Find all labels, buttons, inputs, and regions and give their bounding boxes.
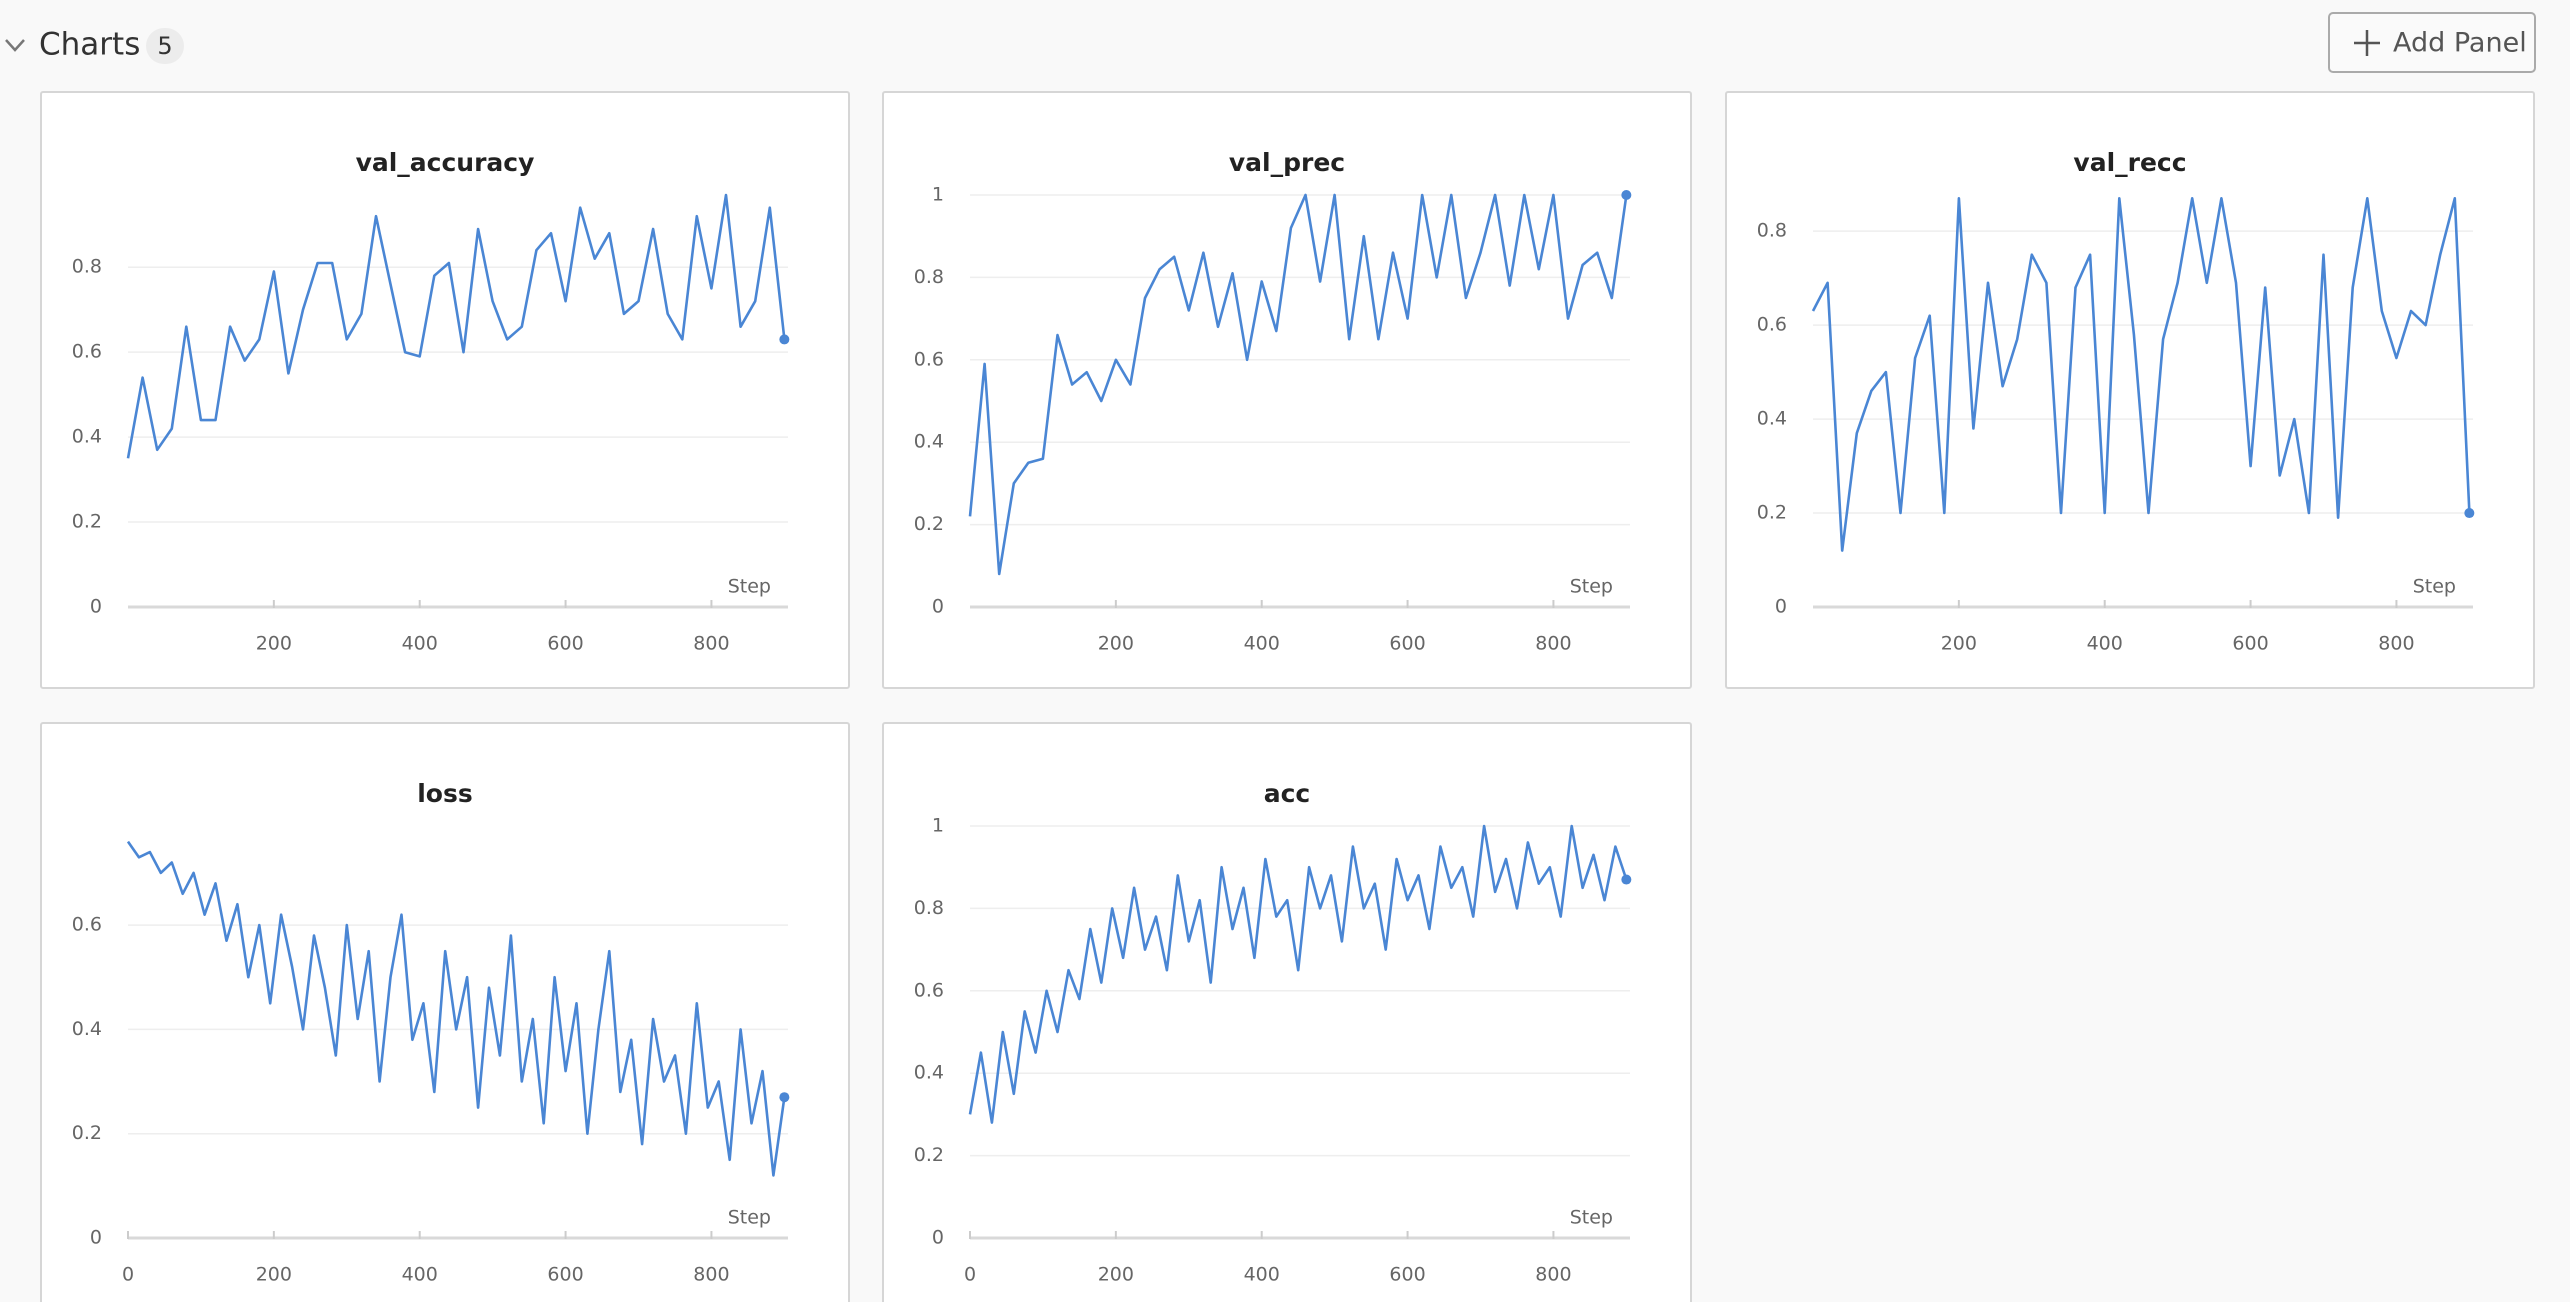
collapse-chevron[interactable] <box>5 39 25 52</box>
chart-title: loss <box>417 779 473 808</box>
button-label[interactable]: Add Panel <box>2393 28 2527 59</box>
chart-title: val_prec <box>1229 148 1345 177</box>
x-tick-label: 800 <box>1535 1264 1571 1286</box>
y-tick-label: 0.8 <box>914 897 944 919</box>
y-tick-label: 0 <box>90 596 102 618</box>
data-line <box>968 193 1628 576</box>
chart-panel: val_accuracy 0 0.2 0.4 0.6 0.8 200 400 600 800 Ste… <box>40 91 850 689</box>
y-tick-label: 1 <box>932 184 944 206</box>
data-line <box>968 824 1628 1124</box>
y-tick-label: 0.8 <box>914 266 944 288</box>
chart-panel: loss 0 0.2 0.4 0.6 0 200 400 600 800 Step <box>40 722 850 1302</box>
last-point <box>1621 874 1632 885</box>
chart-title: acc <box>1264 779 1311 808</box>
x-tick-label: 0 <box>964 1264 976 1286</box>
x-tick-label: 200 <box>1941 633 1977 655</box>
x-tick-label: 600 <box>547 1264 583 1286</box>
y-tick-label: 0.6 <box>1757 314 1787 336</box>
last-point <box>779 334 790 345</box>
data-line <box>1811 197 2471 552</box>
y-tick-label: 0.2 <box>72 511 102 533</box>
y-tick-label: 0.2 <box>914 513 944 535</box>
chart-title: val_accuracy <box>356 148 535 177</box>
add-panel-button[interactable]: Add Panel <box>2328 12 2536 73</box>
last-point <box>2464 508 2475 519</box>
y-tick-label: 0.4 <box>72 1018 102 1040</box>
x-tick-label: 200 <box>256 1264 292 1286</box>
data-line <box>126 840 786 1177</box>
button-frame[interactable] <box>2328 12 2536 73</box>
panel-count: 5 <box>157 32 172 60</box>
data-line <box>126 193 786 459</box>
x-tick-label: 200 <box>256 633 292 655</box>
x-tick-label: 400 <box>402 633 438 655</box>
x-axis-label: Step <box>728 576 771 598</box>
y-tick-label: 0.2 <box>72 1122 102 1144</box>
x-axis-label: Step <box>1570 576 1613 598</box>
panel-frame <box>40 722 850 1302</box>
x-axis-label: Step <box>1570 1207 1613 1229</box>
y-tick-label: 0.6 <box>914 348 944 370</box>
y-tick-label: 1 <box>932 815 944 837</box>
y-tick-label: 0.4 <box>1757 408 1787 430</box>
last-point <box>779 1092 790 1103</box>
x-tick-label: 400 <box>2087 633 2123 655</box>
panel-frame <box>40 91 850 689</box>
y-tick-label: 0.6 <box>72 914 102 936</box>
x-tick-label: 400 <box>402 1264 438 1286</box>
y-tick-label: 0.2 <box>914 1144 944 1166</box>
section-title: Charts <box>39 27 140 63</box>
y-tick-label: 0.8 <box>72 256 102 278</box>
x-tick-label: 200 <box>1098 1264 1134 1286</box>
y-tick-label: 0 <box>932 1227 944 1249</box>
x-tick-label: 400 <box>1244 633 1280 655</box>
last-point <box>1621 190 1632 200</box>
y-tick-label: 0.2 <box>1757 502 1787 524</box>
panel-frame <box>882 722 1692 1302</box>
chart-title: val_recc <box>2073 148 2186 177</box>
x-tick-label: 800 <box>1535 633 1571 655</box>
x-tick-label: 600 <box>1389 633 1425 655</box>
y-tick-label: 0 <box>1775 596 1787 618</box>
x-axis-label: Step <box>728 1207 771 1229</box>
panel-frame <box>882 91 1692 689</box>
chart-panel: val_recc 0 0.2 0.4 0.6 0.8 200 400 600 800 Step <box>1725 91 2535 689</box>
x-tick-label: 0 <box>122 1264 134 1286</box>
x-tick-label: 800 <box>2378 633 2414 655</box>
plus-icon <box>2354 30 2380 56</box>
y-tick-label: 0.6 <box>72 341 102 363</box>
y-tick-label: 0.4 <box>72 426 102 448</box>
y-tick-label: 0 <box>90 1227 102 1249</box>
x-tick-label: 800 <box>693 633 729 655</box>
x-tick-label: 600 <box>547 633 583 655</box>
x-tick-label: 600 <box>1389 1264 1425 1286</box>
y-tick-label: 0.8 <box>1757 220 1787 242</box>
x-tick-label: 800 <box>693 1264 729 1286</box>
chart-panel: val_prec 0 0.2 0.4 0.6 0.8 1 200 400 600 800 Step <box>882 91 1692 689</box>
panel-frame <box>1725 91 2535 689</box>
x-tick-label: 400 <box>1244 1264 1280 1286</box>
x-tick-label: 200 <box>1098 633 1134 655</box>
y-tick-label: 0.4 <box>914 1062 944 1084</box>
y-tick-label: 0 <box>932 596 944 618</box>
count-badge <box>146 28 184 64</box>
y-tick-label: 0.6 <box>914 979 944 1001</box>
chart-panel: acc 0 0.2 0.4 0.6 0.8 1 0 200 400 600 800 Step <box>882 722 1692 1302</box>
x-tick-label: 600 <box>2232 633 2268 655</box>
x-axis-label: Step <box>2413 576 2456 598</box>
y-tick-label: 0.4 <box>914 431 944 453</box>
